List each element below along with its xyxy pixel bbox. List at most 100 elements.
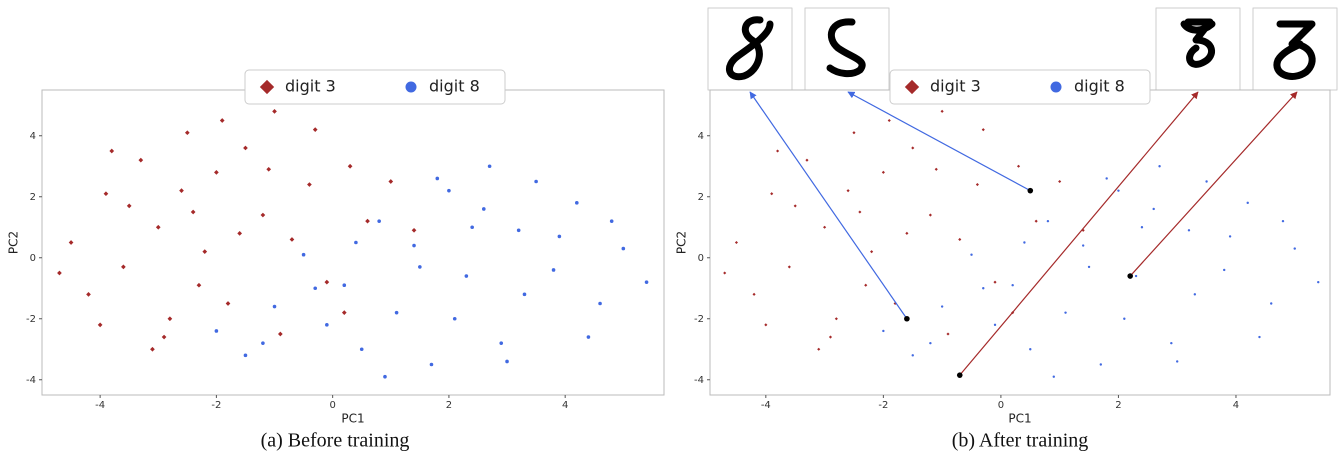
point bbox=[388, 179, 394, 184]
point bbox=[435, 176, 440, 181]
x-tick-label: -4 bbox=[95, 400, 105, 411]
y-tick-label: -4 bbox=[694, 375, 704, 386]
point bbox=[982, 287, 985, 290]
point bbox=[150, 346, 155, 352]
x-tick-label: 4 bbox=[562, 400, 568, 411]
point bbox=[1099, 363, 1103, 366]
point bbox=[214, 329, 219, 333]
legend: digit 3 digit 8 bbox=[889, 69, 1151, 105]
y-tick-label: -2 bbox=[26, 314, 36, 325]
point bbox=[975, 182, 979, 187]
legend-box bbox=[889, 69, 1151, 105]
point bbox=[940, 305, 944, 308]
point bbox=[138, 157, 144, 163]
point bbox=[464, 274, 469, 278]
arrow bbox=[959, 91, 1199, 376]
legend-label: digit 8 bbox=[429, 77, 480, 96]
x-tick-label: 0 bbox=[998, 400, 1004, 411]
point bbox=[881, 170, 885, 174]
legend-marker bbox=[1050, 81, 1062, 93]
point bbox=[817, 347, 821, 351]
point bbox=[312, 127, 318, 132]
point bbox=[411, 227, 417, 233]
plot-frame bbox=[709, 89, 1331, 396]
point bbox=[1152, 207, 1155, 211]
point bbox=[126, 203, 132, 209]
point bbox=[911, 146, 915, 150]
legend-label: digit 3 bbox=[285, 77, 336, 96]
point bbox=[534, 179, 538, 184]
point bbox=[911, 354, 914, 357]
point bbox=[852, 131, 856, 135]
point bbox=[272, 304, 277, 309]
point bbox=[243, 145, 248, 151]
y-axis-label: PC2 bbox=[675, 231, 689, 254]
y-tick-label: 0 bbox=[698, 253, 704, 264]
caption: (b) After training bbox=[952, 430, 1089, 452]
point bbox=[1123, 317, 1126, 320]
point bbox=[121, 264, 126, 270]
point bbox=[734, 240, 739, 245]
point bbox=[958, 237, 962, 242]
point bbox=[324, 279, 330, 285]
highlight-point bbox=[1027, 187, 1034, 194]
x-tick-label: 0 bbox=[329, 400, 335, 411]
point bbox=[1105, 177, 1108, 180]
digit-thumbnails bbox=[707, 7, 1338, 91]
point bbox=[1064, 311, 1067, 314]
point bbox=[155, 224, 161, 230]
point bbox=[864, 283, 868, 287]
point bbox=[776, 149, 780, 153]
point bbox=[522, 292, 527, 297]
point bbox=[929, 341, 932, 345]
point bbox=[598, 301, 602, 306]
point bbox=[481, 207, 486, 211]
point bbox=[1317, 280, 1320, 284]
point bbox=[1170, 341, 1173, 345]
legend-box bbox=[244, 69, 506, 105]
point bbox=[214, 170, 219, 175]
point bbox=[167, 316, 173, 322]
point bbox=[225, 301, 231, 306]
point bbox=[834, 317, 838, 321]
point bbox=[1205, 180, 1208, 183]
caption: (a) Before training bbox=[261, 430, 410, 452]
point bbox=[1134, 274, 1138, 278]
point bbox=[412, 243, 416, 248]
legend-label: digit 3 bbox=[930, 77, 981, 96]
point bbox=[1176, 360, 1179, 363]
digit-image bbox=[826, 18, 866, 78]
point bbox=[575, 201, 579, 205]
point bbox=[1228, 235, 1232, 238]
point bbox=[289, 237, 295, 242]
point bbox=[823, 225, 827, 229]
point bbox=[57, 270, 62, 276]
highlight-point bbox=[956, 372, 963, 378]
x-axis-label: PC1 bbox=[1008, 412, 1031, 426]
point bbox=[261, 341, 265, 345]
point bbox=[940, 109, 944, 113]
y-tick-label: -4 bbox=[26, 375, 36, 386]
point bbox=[870, 250, 874, 254]
point bbox=[277, 331, 283, 337]
point bbox=[487, 164, 492, 169]
point bbox=[1034, 219, 1038, 223]
point bbox=[1158, 165, 1161, 168]
point bbox=[307, 182, 312, 187]
point bbox=[354, 240, 358, 245]
point bbox=[946, 332, 950, 336]
x-tick-label: 2 bbox=[446, 400, 452, 411]
point bbox=[505, 359, 509, 364]
y-tick-label: -2 bbox=[694, 314, 704, 325]
highlight-point bbox=[1127, 273, 1133, 279]
point bbox=[516, 228, 521, 233]
point bbox=[557, 234, 562, 239]
legend-label: digit 8 bbox=[1074, 77, 1125, 96]
point bbox=[301, 252, 306, 257]
point bbox=[470, 225, 474, 230]
point bbox=[551, 268, 556, 272]
point bbox=[586, 335, 591, 339]
point bbox=[644, 280, 649, 284]
point bbox=[993, 323, 997, 327]
